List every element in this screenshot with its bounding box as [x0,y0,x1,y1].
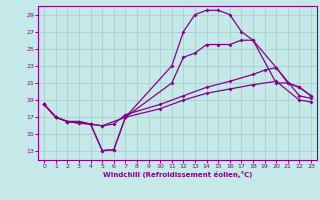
X-axis label: Windchill (Refroidissement éolien,°C): Windchill (Refroidissement éolien,°C) [103,171,252,178]
